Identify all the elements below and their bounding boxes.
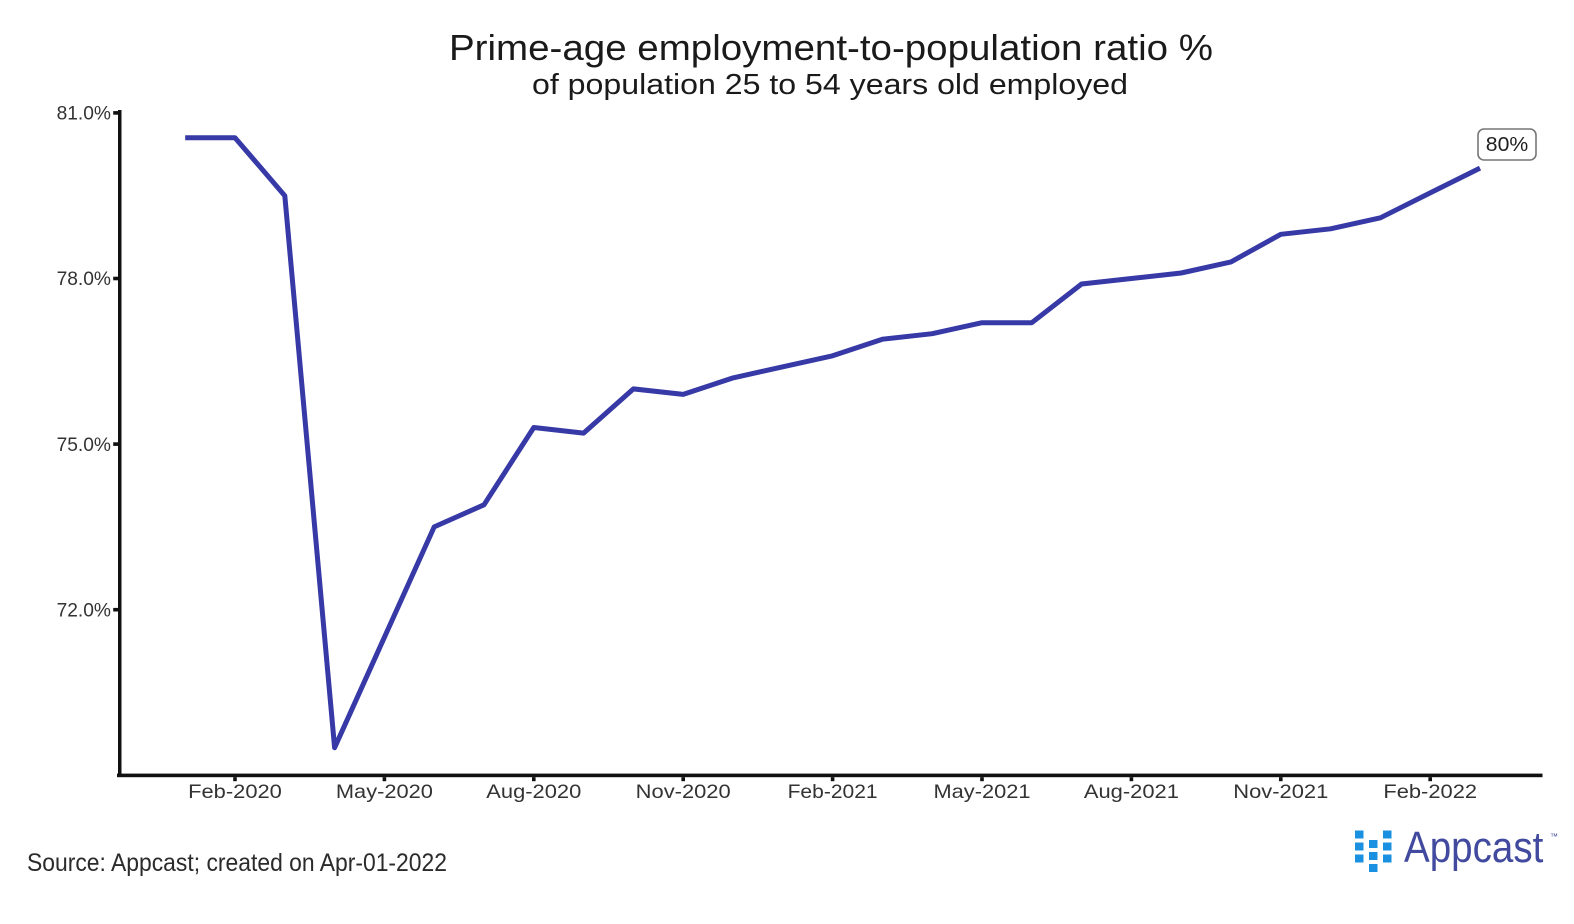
svg-text:™: ™ xyxy=(1550,832,1558,841)
svg-text:Feb-2021: Feb-2021 xyxy=(788,781,878,803)
svg-text:May-2020: May-2020 xyxy=(336,781,433,803)
svg-text:72.0%: 72.0% xyxy=(57,599,111,621)
svg-text:Aug-2020: Aug-2020 xyxy=(486,781,581,803)
svg-text:75.0%: 75.0% xyxy=(57,434,111,456)
svg-text:Prime-age employment-to-popula: Prime-age employment-to-population ratio… xyxy=(449,27,1213,68)
svg-text:80%: 80% xyxy=(1486,134,1529,156)
svg-text:Feb-2020: Feb-2020 xyxy=(188,781,282,803)
svg-text:78.0%: 78.0% xyxy=(57,268,111,290)
svg-text:Aug-2021: Aug-2021 xyxy=(1084,781,1179,803)
svg-text:Appcast: Appcast xyxy=(1404,823,1543,872)
svg-text:81.0%: 81.0% xyxy=(57,103,111,125)
svg-text:May-2021: May-2021 xyxy=(934,781,1031,803)
svg-text:Nov-2020: Nov-2020 xyxy=(636,781,731,803)
svg-text:Nov-2021: Nov-2021 xyxy=(1233,781,1328,803)
svg-text:of population 25 to 54 years o: of population 25 to 54 years old employe… xyxy=(532,69,1128,101)
svg-text:Source: Appcast; created on Ap: Source: Appcast; created on Apr-01-2022 xyxy=(27,849,447,877)
svg-text:Feb-2022: Feb-2022 xyxy=(1383,781,1477,803)
